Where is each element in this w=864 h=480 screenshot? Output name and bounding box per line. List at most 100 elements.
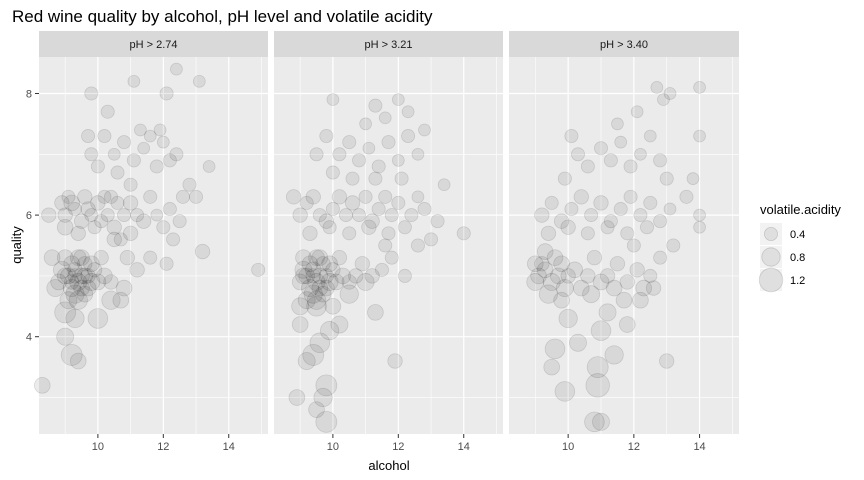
- data-point: [304, 261, 322, 279]
- data-point: [166, 232, 181, 247]
- data-point: [322, 220, 337, 235]
- data-point: [295, 249, 312, 266]
- data-point: [302, 344, 325, 366]
- points-1: [33, 62, 266, 394]
- data-point: [417, 202, 432, 217]
- data-point: [325, 202, 340, 217]
- data-point: [614, 135, 628, 149]
- data-point: [401, 105, 415, 119]
- data-point: [693, 81, 706, 94]
- data-point: [384, 208, 399, 223]
- data-point: [603, 214, 618, 229]
- data-point: [103, 274, 119, 290]
- data-point: [592, 273, 610, 291]
- data-point: [391, 93, 405, 106]
- data-point: [611, 117, 624, 131]
- legend-key-label: 0.8: [790, 252, 805, 264]
- legend-title: volatile.acidity: [760, 202, 841, 217]
- data-point: [100, 104, 115, 119]
- data-point: [299, 195, 314, 210]
- points-3: [526, 81, 706, 433]
- data-point: [630, 105, 644, 119]
- data-point: [553, 291, 570, 309]
- data-point: [54, 301, 77, 324]
- data-point: [100, 208, 115, 223]
- data-point: [603, 153, 618, 168]
- data-point: [308, 401, 325, 418]
- data-point: [572, 279, 590, 297]
- data-point: [46, 279, 65, 298]
- data-point: [106, 219, 122, 235]
- data-point: [134, 123, 147, 137]
- panel-background-3: [509, 57, 739, 434]
- data-point: [538, 284, 559, 304]
- data-point: [153, 123, 167, 137]
- data-point: [291, 316, 309, 333]
- data-point: [381, 226, 396, 241]
- data-point: [615, 291, 633, 309]
- data-point: [84, 208, 99, 223]
- data-point: [60, 267, 77, 285]
- data-point: [311, 267, 329, 285]
- data-point: [605, 279, 623, 297]
- legend-key-circle: [761, 247, 781, 267]
- facet-panel-3: pH > 3.40: [509, 31, 739, 434]
- data-point: [571, 147, 586, 162]
- data-point: [309, 147, 324, 162]
- data-point: [553, 213, 570, 229]
- x-tick-label: 10: [92, 441, 104, 453]
- data-point: [311, 249, 329, 266]
- data-point: [52, 260, 71, 279]
- data-point: [318, 268, 334, 284]
- data-point: [348, 268, 364, 284]
- data-point: [312, 208, 327, 223]
- data-point: [663, 202, 677, 216]
- data-point: [418, 123, 431, 137]
- data-point: [326, 93, 340, 106]
- x-tick-label: 14: [693, 441, 705, 453]
- x-tick-label: 12: [392, 441, 404, 453]
- data-point: [643, 129, 657, 143]
- y-tick-label: 8: [26, 88, 32, 100]
- facet-strip-2: [274, 31, 503, 57]
- data-point: [693, 220, 706, 234]
- x-axis: 10 12 14 10 12 14 10 12 14: [92, 434, 706, 453]
- data-point: [90, 159, 105, 174]
- data-point: [618, 316, 636, 333]
- data-point: [87, 308, 109, 329]
- data-point: [69, 273, 88, 291]
- data-point: [593, 195, 609, 211]
- data-point: [594, 141, 609, 156]
- data-point: [76, 285, 94, 303]
- data-point: [653, 153, 668, 168]
- data-point: [308, 249, 325, 266]
- data-point: [367, 304, 384, 321]
- data-point: [334, 267, 352, 285]
- data-point: [65, 284, 85, 304]
- data-point: [564, 202, 579, 217]
- data-point: [67, 268, 83, 284]
- data-point: [609, 256, 626, 272]
- chart-title: Red wine quality by alcohol, pH level an…: [12, 7, 433, 26]
- legend-key-background: [760, 246, 782, 268]
- facet-label-3: pH > 3.40: [600, 39, 648, 51]
- data-point: [112, 291, 130, 309]
- data-point: [106, 231, 122, 248]
- data-point: [364, 268, 380, 284]
- legend-key-circle: [758, 267, 784, 293]
- data-point: [619, 274, 635, 290]
- data-point: [330, 315, 349, 334]
- data-point: [143, 129, 157, 143]
- data-point: [65, 308, 85, 329]
- data-point: [534, 256, 550, 272]
- data-point: [352, 153, 367, 168]
- grid-lines-1: [39, 57, 268, 434]
- data-point: [67, 262, 83, 278]
- data-point: [93, 250, 109, 266]
- data-point: [189, 189, 204, 204]
- data-point: [41, 207, 57, 223]
- data-point: [604, 345, 624, 365]
- data-point: [659, 353, 675, 369]
- data-point: [307, 273, 326, 291]
